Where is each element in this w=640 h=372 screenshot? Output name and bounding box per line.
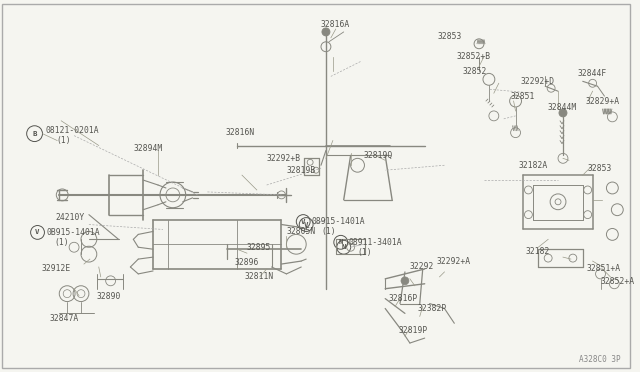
Text: 32292+A: 32292+A — [436, 257, 470, 266]
Text: 32816N: 32816N — [225, 128, 255, 137]
Text: 32292+B: 32292+B — [267, 154, 301, 163]
Text: 32894M: 32894M — [133, 144, 163, 153]
Text: A328C0 3P: A328C0 3P — [579, 355, 620, 364]
Text: 32853: 32853 — [438, 32, 462, 41]
Text: 08911-3401A: 08911-3401A — [349, 238, 403, 247]
Text: 32851: 32851 — [511, 92, 535, 100]
Text: V: V — [304, 221, 308, 228]
Text: 32816P: 32816P — [388, 294, 417, 303]
Text: 32182A: 32182A — [518, 161, 548, 170]
Text: 08915-1401A: 08915-1401A — [311, 217, 365, 226]
Text: 32811N: 32811N — [245, 272, 274, 281]
Circle shape — [322, 28, 330, 36]
Text: N: N — [342, 244, 346, 250]
Text: 32819B: 32819B — [287, 166, 316, 175]
Text: 32847A: 32847A — [49, 314, 79, 323]
Text: (1): (1) — [321, 227, 335, 236]
Text: 32851+A: 32851+A — [587, 264, 621, 273]
Text: (1): (1) — [56, 136, 71, 145]
Text: 32844M: 32844M — [547, 103, 577, 112]
Text: 08121-0201A: 08121-0201A — [45, 126, 99, 135]
Text: 32852: 32852 — [462, 67, 486, 76]
Text: 32819P: 32819P — [398, 326, 428, 335]
Text: 24210Y: 24210Y — [55, 213, 84, 222]
Circle shape — [559, 109, 567, 117]
Text: 32829+A: 32829+A — [586, 97, 620, 106]
Text: 32852+A: 32852+A — [600, 277, 635, 286]
Text: 32844F: 32844F — [578, 69, 607, 78]
Circle shape — [401, 277, 409, 285]
Text: 32912E: 32912E — [42, 264, 71, 273]
Text: 0B915-1401A: 0B915-1401A — [47, 228, 100, 237]
Text: 32292+D: 32292+D — [520, 77, 555, 86]
Text: 32896: 32896 — [234, 257, 259, 267]
Text: V: V — [35, 230, 40, 235]
Text: 32292: 32292 — [410, 263, 435, 272]
Text: 32852+B: 32852+B — [456, 52, 490, 61]
Text: 32895: 32895 — [247, 243, 271, 252]
Text: 32382P: 32382P — [418, 304, 447, 313]
Text: 32853: 32853 — [588, 164, 612, 173]
Text: (1): (1) — [358, 248, 372, 257]
Text: N: N — [339, 239, 343, 245]
Text: 32816A: 32816A — [321, 19, 350, 29]
Text: B: B — [32, 131, 37, 137]
Text: 32819Q: 32819Q — [364, 151, 393, 160]
Text: V: V — [301, 219, 305, 225]
Text: 32182: 32182 — [525, 247, 550, 256]
Text: 32890: 32890 — [97, 292, 121, 301]
Text: 32805N: 32805N — [287, 227, 316, 236]
Text: (1): (1) — [54, 238, 69, 247]
